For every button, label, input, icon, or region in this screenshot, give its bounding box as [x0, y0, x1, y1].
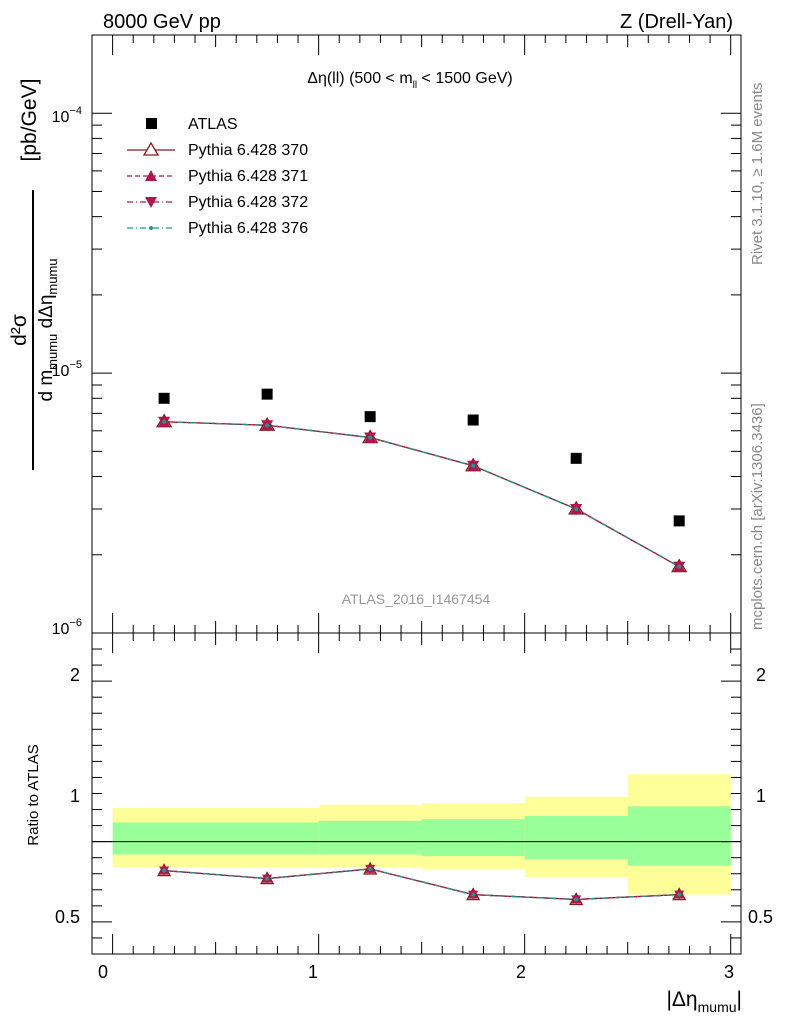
ratio-plot-frame [91, 632, 742, 955]
ratio-band-green [318, 820, 422, 855]
legend-label: Pythia 6.428 372 [188, 194, 308, 211]
ratio-band-green [524, 815, 628, 860]
legend-label: Pythia 6.428 376 [188, 220, 308, 237]
data-point-atlas [364, 411, 376, 423]
legend-label: Pythia 6.428 370 [188, 142, 308, 159]
ratio-y-tick-label-right-1: 1 [756, 786, 766, 806]
main-y-tick-label-1e-5: 10−5 [52, 359, 82, 380]
y-label-denominator: d mmumu dΔηmumu [36, 258, 60, 401]
plot-title-tail: < 1500 GeV) [417, 70, 513, 87]
data-point-atlas [158, 392, 170, 404]
legend-marker-372 [145, 197, 157, 208]
ratio-point-pythia-6-428-376 [677, 892, 682, 897]
main-y-tick-exp: −6 [69, 617, 82, 629]
x-tick-label-3: 3 [724, 962, 734, 982]
ratio-point-pythia-6-428-376 [574, 897, 579, 902]
x-tick-label-1: 1 [308, 962, 318, 982]
legend: ATLAS Pythia 6.428 370 Pythia 6.428 371 … [127, 116, 308, 237]
ratio-bands [112, 774, 731, 895]
legend-marker-370 [142, 141, 160, 156]
legend-entry-370: Pythia 6.428 370 [127, 141, 308, 159]
x-label-main: |Δη [666, 988, 697, 1011]
main-y-tick-exp: −5 [69, 359, 82, 371]
ratio-y-tick-label-2: 2 [70, 665, 80, 685]
ratio-y-axis-label: Ratio to ATLAS [25, 744, 42, 845]
legend-label: ATLAS [188, 116, 238, 133]
series-line-pythia-6-428-372 [164, 421, 680, 568]
y-label-den-b: dΔη [36, 295, 57, 334]
x-axis-label: |Δηmumu| [666, 988, 742, 1015]
main-y-tick-exp: −4 [69, 105, 82, 117]
mcplots-label: mcplots.cern.ch [arXiv:1306.3436] [749, 403, 766, 630]
series-line-pythia-6-428-376 [164, 421, 680, 568]
data-point-pythia-6-428-376 [265, 423, 270, 428]
ratio-point-pythia-6-428-376 [368, 866, 373, 871]
ratio-panel: 0.5 1 2 0.5 1 2 0 1 2 3 Ratio to ATLAS |… [25, 632, 773, 1015]
main-series-markers [155, 388, 688, 573]
plot-title-main: Δη(ll) (500 < m [307, 70, 412, 87]
y-label-den-sub2: mumu [45, 258, 60, 294]
ratio-point-pythia-6-428-376 [162, 868, 167, 873]
data-point-atlas [673, 515, 685, 527]
ratio-line-pythia-6-428-376 [164, 868, 680, 901]
legend-entry-atlas: ATLAS [146, 116, 238, 133]
ratio-axis-ticks [92, 633, 741, 954]
ratio-band-green [627, 806, 731, 866]
main-y-tick-base: 10 [52, 363, 70, 380]
legend-label: Pythia 6.428 371 [188, 168, 308, 185]
legend-entry-372: Pythia 6.428 372 [127, 194, 308, 211]
ratio-series-lines [164, 868, 680, 901]
ratio-band-green [421, 819, 525, 857]
legend-marker-376 [149, 226, 153, 230]
data-point-pythia-6-428-376 [162, 419, 167, 424]
main-panel: 10−6 10−5 10−4 Δη(ll) (500 < mll < 1500 … [8, 34, 742, 638]
x-tick-label-2: 2 [516, 962, 526, 982]
x-tick-label-0: 0 [98, 962, 108, 982]
rivet-label: Rivet 3.1.10, ≥ 1.6M events [749, 83, 766, 266]
main-y-tick-label-1e-6: 10−6 [52, 617, 82, 638]
analysis-watermark: ATLAS_2016_I1467454 [342, 591, 491, 607]
x-label-tail: | [737, 988, 742, 1011]
y-label-unit: [pb/GeV] [18, 79, 41, 162]
main-y-tick-base: 10 [52, 621, 70, 638]
data-point-atlas [467, 414, 479, 426]
svg-text:10−4: 10−4 [52, 105, 82, 126]
data-point-pythia-6-428-376 [677, 564, 682, 569]
data-point-atlas [570, 452, 582, 464]
ratio-y-tick-label-right-0.5: 0.5 [748, 907, 773, 927]
y-label-numerator: d²σ [8, 314, 31, 346]
series-line-pythia-6-428-370 [164, 421, 680, 568]
main-y-tick-label-1e-4: 10−4 [52, 105, 82, 126]
svg-text:10−6: 10−6 [52, 617, 82, 638]
svg-text:10−5: 10−5 [52, 359, 82, 380]
main-series-lines [164, 421, 680, 568]
ratio-point-pythia-6-428-376 [471, 892, 476, 897]
x-label-sub: mumu [698, 999, 737, 1015]
data-point-pythia-6-428-376 [574, 507, 579, 512]
series-line-pythia-6-428-371 [164, 421, 680, 568]
header-right: Z (Drell-Yan) [620, 11, 733, 33]
legend-entry-376: Pythia 6.428 376 [127, 220, 308, 237]
ratio-y-tick-label-0.5: 0.5 [55, 907, 80, 927]
legend-entry-371: Pythia 6.428 371 [127, 168, 308, 185]
legend-marker-atlas [146, 118, 157, 129]
ratio-band-green [112, 822, 319, 855]
ratio-y-tick-label-1: 1 [70, 786, 80, 806]
data-point-pythia-6-428-376 [471, 463, 476, 468]
data-point-pythia-6-428-376 [368, 435, 373, 440]
ratio-series-markers [157, 861, 687, 906]
plot-title-sub: ll [413, 80, 417, 91]
header-left: 8000 GeV pp [103, 11, 221, 33]
y-label-den-sub1: mumu [45, 334, 60, 370]
main-y-axis-label: d²σ d mmumu dΔηmumu [pb/GeV] [8, 79, 60, 470]
legend-marker-371 [145, 170, 157, 181]
ratio-y-tick-label-right-2: 2 [756, 665, 766, 685]
main-y-tick-base: 10 [52, 109, 70, 126]
ratio-point-pythia-6-428-376 [265, 876, 270, 881]
plot-title: Δη(ll) (500 < mll < 1500 GeV) [307, 70, 512, 91]
data-point-atlas [261, 388, 273, 400]
y-label-den-a: d m [36, 370, 57, 402]
